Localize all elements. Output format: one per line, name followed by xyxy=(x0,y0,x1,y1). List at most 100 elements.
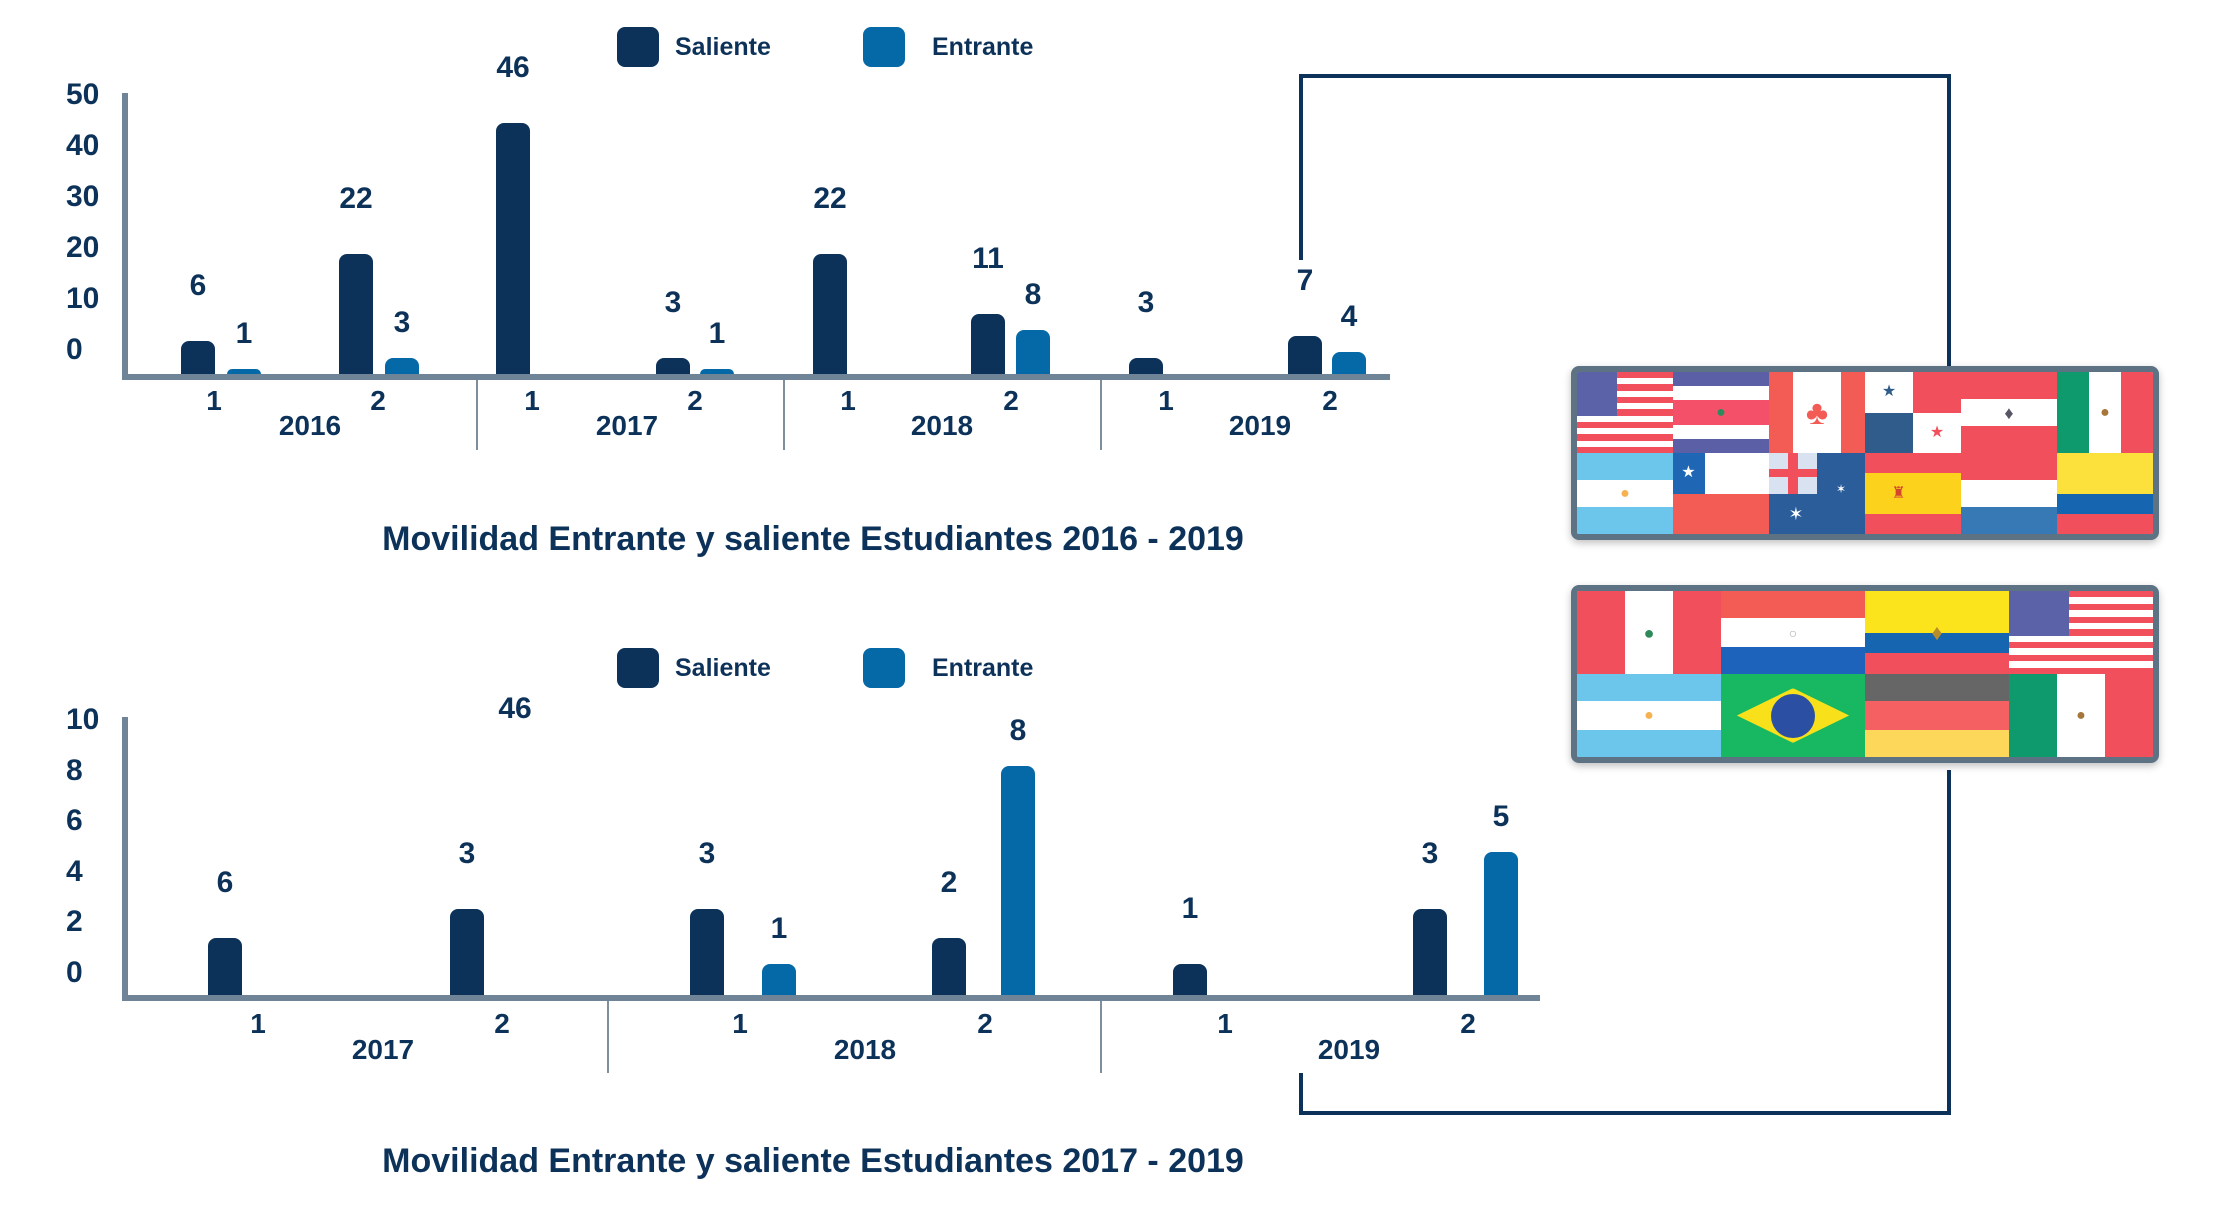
bar-saliente xyxy=(181,341,215,374)
y-tick-label: 10 xyxy=(66,282,100,315)
flag-part xyxy=(1577,396,1673,404)
flag-part xyxy=(2009,622,2153,630)
flag-part xyxy=(1673,372,1769,386)
group-separator xyxy=(476,380,478,450)
flag-part xyxy=(1577,440,1673,447)
bar-saliente xyxy=(813,254,847,374)
group-separator xyxy=(1100,380,1102,450)
flag-part xyxy=(1577,729,1721,757)
flag-part: ● xyxy=(2076,706,2086,724)
bar-saliente xyxy=(690,909,724,995)
flag-usa-icon xyxy=(2009,591,2153,674)
flag-part xyxy=(2088,372,2122,453)
flag-part xyxy=(1961,453,2057,480)
x-tick-label: 2 xyxy=(1322,385,1338,416)
x-tick-label: 2 xyxy=(494,1008,510,1039)
x-group-label: 2019 xyxy=(1317,1034,1381,1065)
flag-part xyxy=(1865,412,1913,453)
y-axis xyxy=(122,717,128,1001)
flag-part xyxy=(1577,384,1673,391)
x-tick-label: 1 xyxy=(1217,1008,1233,1039)
bar-entrante xyxy=(385,357,419,374)
legend-label-saliente: Saliente xyxy=(675,654,771,682)
flag-part: ● xyxy=(1716,403,1726,421)
x-group-label: 2018 xyxy=(833,1034,897,1065)
flag-part xyxy=(1865,653,2009,674)
flag-mexico-icon: ● xyxy=(2057,372,2153,453)
data-label: 22 xyxy=(339,182,373,216)
flag-part xyxy=(2009,661,2153,668)
x-tick-label: 1 xyxy=(524,385,540,416)
flag-part xyxy=(1577,507,1673,534)
x-axis xyxy=(122,374,1390,380)
flag-chile-icon: ★ xyxy=(1673,453,1769,534)
flag-costa-rica-icon: ● xyxy=(1673,372,1769,453)
flag-part xyxy=(2009,610,2153,617)
flag-part xyxy=(1577,453,1673,480)
bar-saliente xyxy=(1288,335,1322,374)
flag-part: ● xyxy=(1644,706,1654,724)
connector-line xyxy=(1299,1111,1951,1115)
y-tick-label: 20 xyxy=(66,231,100,264)
flag-part: ♦ xyxy=(2004,402,2014,423)
flag-part xyxy=(1577,415,1673,422)
flag-part xyxy=(1865,591,2009,633)
flag-part xyxy=(2009,597,2153,604)
flag-part xyxy=(1577,378,1673,385)
flag-part xyxy=(2057,493,2153,514)
flag-part: ★ xyxy=(1881,383,1897,401)
x-tick-label: 1 xyxy=(1158,385,1174,416)
legend-swatch-entrante xyxy=(863,648,905,688)
flag-part: ♦ xyxy=(1931,619,1943,645)
x-tick-label: 1 xyxy=(206,385,222,416)
flag-mexico-icon: ● xyxy=(2009,674,2153,757)
x-group-label: 2018 xyxy=(910,410,974,441)
flag-part xyxy=(1577,591,1625,674)
flag-panama-icon: ★ ★ xyxy=(1865,372,1961,453)
flag-part xyxy=(1673,591,1721,674)
bar-entrante xyxy=(1001,766,1035,995)
legend-label-saliente: Saliente xyxy=(675,33,771,61)
flag-part xyxy=(1673,385,1769,400)
flag-part xyxy=(1865,453,1961,474)
group-separator xyxy=(783,380,785,450)
flag-part xyxy=(1577,409,1673,416)
connector-line xyxy=(1299,74,1951,78)
data-label: 3 xyxy=(458,837,476,871)
flag-part: ✶ xyxy=(1835,482,1847,497)
x-tick-label: 2 xyxy=(1003,385,1019,416)
flag-germany-icon xyxy=(1865,674,2009,757)
flag-part xyxy=(2105,674,2153,757)
bar-entrante xyxy=(1016,330,1050,374)
flag-part xyxy=(1577,479,1673,508)
flag-part xyxy=(1673,439,1769,453)
bar-saliente xyxy=(1173,963,1207,995)
flag-colombia-icon xyxy=(2057,453,2153,534)
connector-line xyxy=(1947,770,1951,1115)
flag-part xyxy=(1788,453,1798,494)
data-label: 3 xyxy=(664,285,682,319)
x-group-label: 2017 xyxy=(595,410,659,441)
y-axis xyxy=(122,93,128,380)
chart-title: Movilidad Entrante y saliente Estudiante… xyxy=(382,520,1244,558)
x-tick-label: 2 xyxy=(977,1008,993,1039)
data-label: 5 xyxy=(1492,800,1510,833)
flag-brazil-icon xyxy=(1721,674,1865,757)
flag-part xyxy=(1673,493,1769,534)
flag-part xyxy=(1673,399,1769,426)
x-axis xyxy=(122,995,1540,1001)
data-label: 3 xyxy=(393,305,411,339)
data-label: 11 xyxy=(972,242,1004,276)
y-tick-label: 8 xyxy=(66,753,83,787)
flag-part xyxy=(1721,591,1865,619)
flag-argentina-icon: ● xyxy=(1577,453,1673,534)
flag-part: ★ xyxy=(1929,423,1945,441)
flag-part xyxy=(1721,646,1865,674)
flag-part xyxy=(2009,635,2153,643)
flag-part xyxy=(1865,372,1913,413)
flag-part xyxy=(2009,591,2153,598)
flag-part: ● xyxy=(1620,484,1630,502)
flag-part xyxy=(1577,428,1673,435)
connector-line xyxy=(1299,74,1303,260)
flag-part xyxy=(1865,513,1961,534)
